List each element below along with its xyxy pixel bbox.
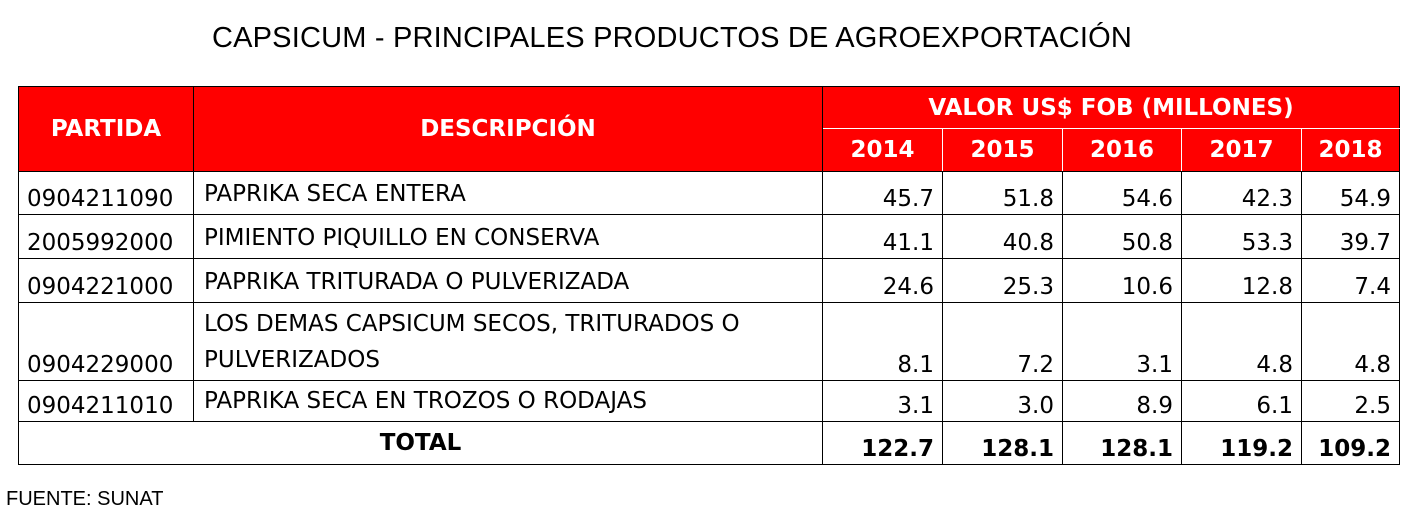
total-value-cell: 128.1 [942,421,1063,465]
partida-cell: 0904229000 [18,302,194,381]
value-cell: 2.5 [1301,380,1400,422]
value-cell: 8.9 [1062,380,1182,422]
export-table: PARTIDA DESCRIPCIÓN VALOR US$ FOB (MILLO… [18,86,1400,465]
partida-cell: 0904211010 [18,380,194,422]
value-cell: 41.1 [822,214,943,259]
table-row: 0904221000 PAPRIKA TRITURADA O PULVERIZA… [18,258,1400,303]
descripcion-cell: PAPRIKA TRITURADA O PULVERIZADA [193,258,823,303]
value-cell: 10.6 [1062,258,1182,303]
header-year: 2014 [822,128,943,172]
header-year: 2017 [1181,128,1302,172]
partida-cell: 0904221000 [18,258,194,303]
header-descripcion: DESCRIPCIÓN [193,86,823,172]
value-cell: 4.8 [1301,302,1400,381]
value-cell: 54.6 [1062,171,1182,215]
table-title: CAPSICUM - PRINCIPALES PRODUCTOS DE AGRO… [211,22,1133,54]
value-cell: 45.7 [822,171,943,215]
table-row: 0904211010 PAPRIKA SECA EN TROZOS O RODA… [18,380,1400,422]
descripcion-cell: PIMIENTO PIQUILLO EN CONSERVA [193,214,823,259]
partida-cell: 0904211090 [18,171,194,215]
value-cell: 8.1 [822,302,943,381]
source-note: FUENTE: SUNAT [6,488,164,510]
total-row: TOTAL 122.7 128.1 128.1 119.2 109.2 [18,421,1400,465]
header-year: 2018 [1301,128,1400,172]
total-value-cell: 122.7 [822,421,943,465]
value-cell: 25.3 [942,258,1063,303]
partida-cell: 2005992000 [18,214,194,259]
value-cell: 3.1 [1062,302,1182,381]
value-cell: 3.0 [942,380,1063,422]
total-value-cell: 128.1 [1062,421,1182,465]
value-cell: 53.3 [1181,214,1302,259]
value-cell: 54.9 [1301,171,1400,215]
header-row-years: 2014 2015 2016 2017 2018 [19,128,1400,172]
value-cell: 51.8 [942,171,1063,215]
value-cell: 7.2 [942,302,1063,381]
total-value-cell: 109.2 [1301,421,1400,465]
total-label: TOTAL [18,421,823,465]
value-cell: 12.8 [1181,258,1302,303]
descripcion-cell: PAPRIKA SECA ENTERA [193,171,823,215]
header-row-top: PARTIDA DESCRIPCIÓN VALOR US$ FOB (MILLO… [18,86,1400,172]
header-year: 2015 [942,128,1063,172]
value-cell: 6.1 [1181,380,1302,422]
value-cell: 40.8 [942,214,1063,259]
total-value-cell: 119.2 [1181,421,1302,465]
descripcion-cell: PAPRIKA SECA EN TROZOS O RODAJAS [193,380,823,422]
table-row: 0904211090 PAPRIKA SECA ENTERA 45.7 51.8… [18,171,1400,215]
value-cell: 50.8 [1062,214,1182,259]
value-cell: 7.4 [1301,258,1400,303]
header-partida: PARTIDA [18,86,194,172]
header-year: 2016 [1062,128,1182,172]
value-cell: 3.1 [822,380,943,422]
header-valor-group: VALOR US$ FOB (MILLONES) [822,86,1400,129]
descripcion-cell: LOS DEMAS CAPSICUM SECOS, TRITURADOS O P… [193,302,823,381]
value-cell: 39.7 [1301,214,1400,259]
table-row: 2005992000 PIMIENTO PIQUILLO EN CONSERVA… [18,214,1400,259]
value-cell: 42.3 [1181,171,1302,215]
table-row: 0904229000 LOS DEMAS CAPSICUM SECOS, TRI… [18,302,1400,381]
value-cell: 24.6 [822,258,943,303]
value-cell: 4.8 [1181,302,1302,381]
